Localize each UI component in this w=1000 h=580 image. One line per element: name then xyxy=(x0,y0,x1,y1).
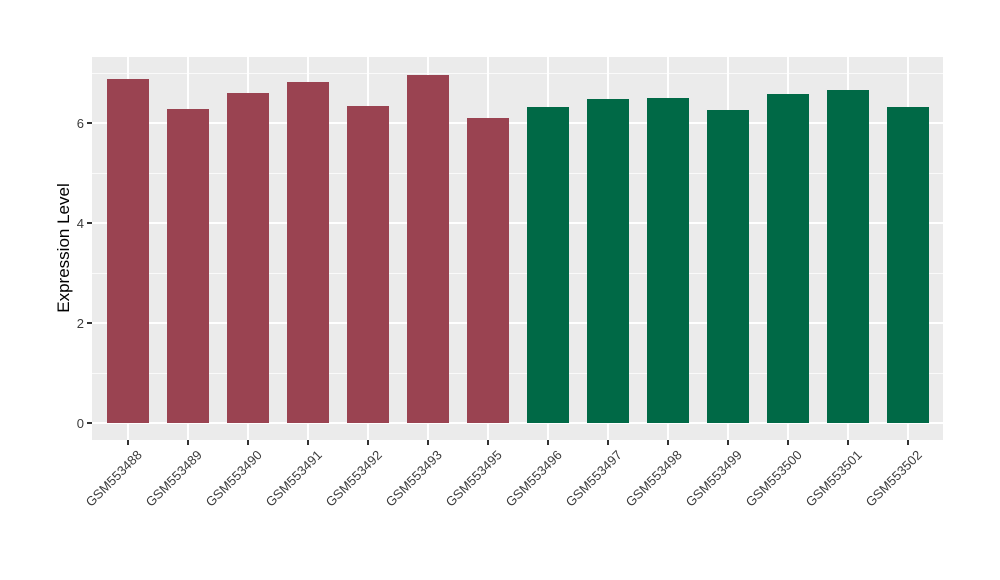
y-tick-mark xyxy=(87,422,92,424)
bar-GSM553495 xyxy=(467,118,509,423)
minor-gridline xyxy=(92,72,943,74)
x-tick-mark xyxy=(787,440,789,445)
plot-panel xyxy=(92,57,943,440)
x-tick-label: GSM553491 xyxy=(262,447,325,510)
x-tick-mark xyxy=(847,440,849,445)
x-tick-label: GSM553492 xyxy=(322,447,385,510)
x-tick-label: GSM553497 xyxy=(562,447,625,510)
major-gridline xyxy=(92,422,943,424)
bar-GSM553500 xyxy=(767,94,809,423)
x-tick-label: GSM553498 xyxy=(622,447,685,510)
x-tick-mark xyxy=(547,440,549,445)
bar-GSM553496 xyxy=(527,107,569,423)
bar-GSM553501 xyxy=(827,89,869,423)
minor-gridline xyxy=(92,172,943,174)
x-tick-label: GSM553495 xyxy=(442,447,505,510)
x-tick-mark xyxy=(307,440,309,445)
minor-gridline xyxy=(92,272,943,274)
bar-GSM553489 xyxy=(167,108,209,423)
x-tick-mark xyxy=(367,440,369,445)
x-tick-label: GSM553490 xyxy=(202,447,265,510)
x-tick-label: GSM553493 xyxy=(382,447,445,510)
x-tick-mark xyxy=(607,440,609,445)
y-tick-label: 2 xyxy=(76,316,84,331)
x-tick-label: GSM553499 xyxy=(682,447,745,510)
x-tick-mark xyxy=(127,440,129,445)
bar-GSM553497 xyxy=(587,99,629,423)
y-tick-label: 0 xyxy=(76,416,84,431)
bar-GSM553490 xyxy=(227,92,269,423)
bar-GSM553488 xyxy=(107,79,149,423)
minor-gridline xyxy=(92,372,943,374)
y-tick-label: 4 xyxy=(76,216,84,231)
major-gridline xyxy=(92,322,943,324)
x-tick-mark xyxy=(187,440,189,445)
bar-GSM553498 xyxy=(647,97,689,423)
bar-GSM553493 xyxy=(407,74,449,423)
major-gridline xyxy=(92,122,943,124)
x-tick-mark xyxy=(247,440,249,445)
x-tick-mark xyxy=(427,440,429,445)
major-gridline xyxy=(92,222,943,224)
x-tick-label: GSM553488 xyxy=(82,447,145,510)
x-tick-mark xyxy=(907,440,909,445)
x-tick-mark xyxy=(487,440,489,445)
bar-GSM553499 xyxy=(707,110,749,423)
x-tick-label: GSM553496 xyxy=(502,447,565,510)
y-tick-mark xyxy=(87,222,92,224)
x-tick-label: GSM553489 xyxy=(142,447,205,510)
x-tick-mark xyxy=(667,440,669,445)
x-tick-label: GSM553502 xyxy=(862,447,925,510)
bar-GSM553502 xyxy=(887,106,929,423)
y-tick-mark xyxy=(87,122,92,124)
x-tick-label: GSM553501 xyxy=(802,447,865,510)
x-tick-mark xyxy=(727,440,729,445)
y-tick-label: 6 xyxy=(76,116,84,131)
x-tick-label: GSM553500 xyxy=(742,447,805,510)
bar-GSM553491 xyxy=(287,81,329,423)
y-axis-title: Expression Level xyxy=(54,183,73,313)
y-tick-mark xyxy=(87,322,92,324)
bar-GSM553492 xyxy=(347,106,389,423)
